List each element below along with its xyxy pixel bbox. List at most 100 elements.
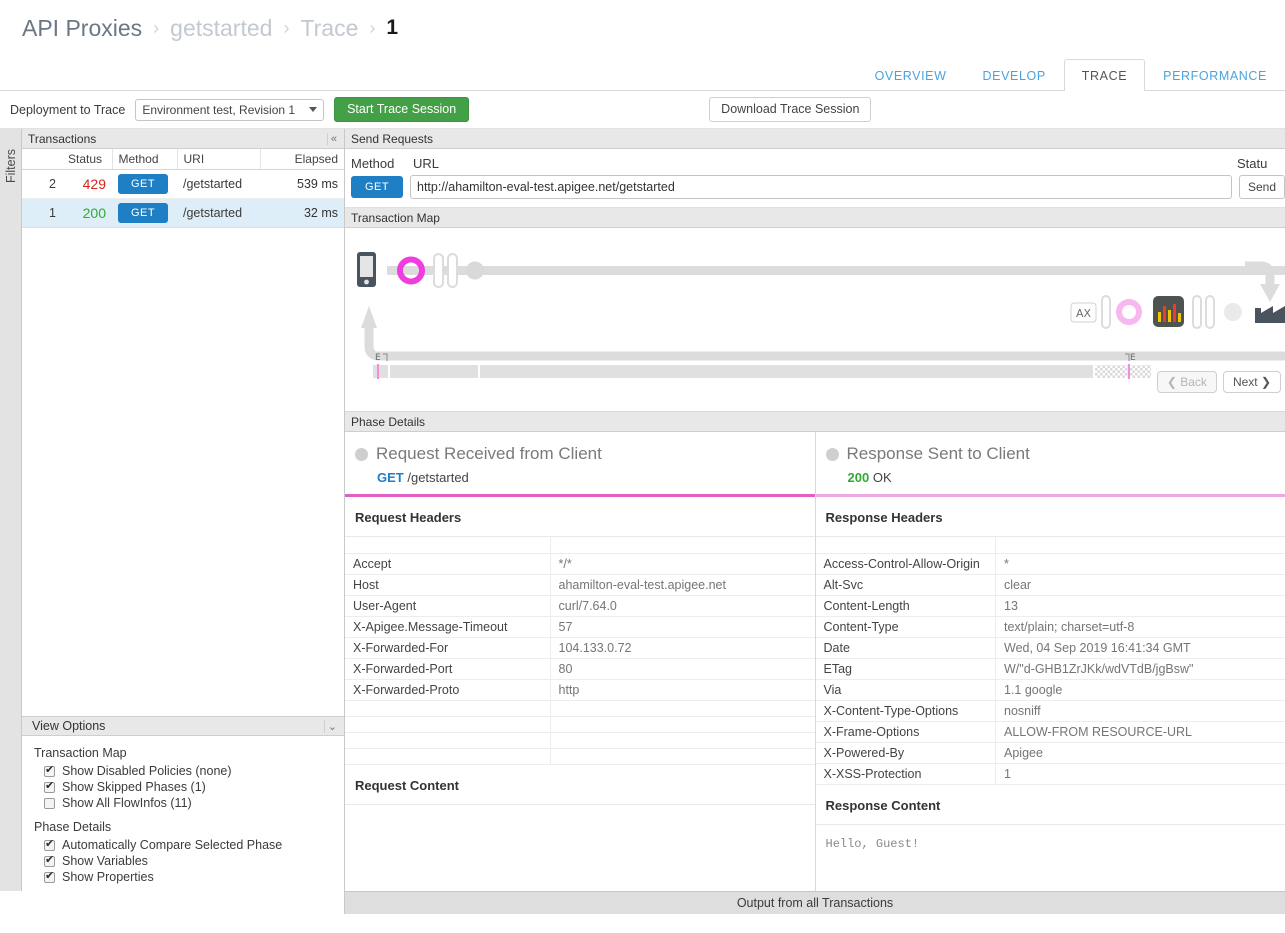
header-value: * — [995, 553, 1285, 575]
deployment-select[interactable]: Environment test, Revision 1 — [135, 98, 325, 121]
output-from-all-transactions-bar[interactable]: Output from all Transactions — [345, 891, 1285, 914]
checkbox-label: Show All FlowInfos (11) — [62, 796, 192, 810]
footer-label: Output from all Transactions — [736, 896, 894, 910]
header-key: X-Frame-Options — [815, 721, 996, 743]
header-key: X-Forwarded-Proto — [345, 679, 551, 701]
header-value: Apigee — [995, 742, 1285, 764]
header-value: 80 — [550, 658, 815, 680]
tab-overview[interactable]: OVERVIEW — [874, 69, 947, 83]
collapse-panel-icon[interactable]: « — [326, 132, 340, 145]
table-row[interactable]: 2 429 GET /getstarted 539 ms — [22, 169, 344, 199]
column-header-index[interactable] — [22, 149, 62, 170]
table-row: X-Forwarded-Proto http — [345, 679, 815, 701]
transaction-map-graphic: AX — [357, 252, 1285, 379]
table-row: X-XSS-Protection 1 — [815, 763, 1285, 785]
checkbox-label: Automatically Compare Selected Phase — [62, 838, 283, 852]
header-value: curl/7.64.0 — [550, 595, 815, 617]
row-elapsed: 32 ms — [260, 198, 344, 228]
table-row: Date Wed, 04 Sep 2019 16:41:34 GMT — [815, 637, 1285, 659]
send-button[interactable]: Send — [1238, 175, 1285, 199]
phase-request-rule — [345, 494, 815, 497]
phase-request-method: GET — [377, 470, 404, 485]
tab-performance[interactable]: PERFORMANCE — [1163, 69, 1267, 83]
column-header-method[interactable]: Method — [112, 149, 178, 170]
checkbox-show-all-flowinfos[interactable]: Show All FlowInfos (11) — [34, 795, 344, 811]
header-key: Date — [815, 637, 996, 659]
start-trace-session-button[interactable]: Start Trace Session — [334, 97, 470, 122]
table-row: Accept */* — [345, 553, 815, 575]
table-row: X-Content-Type-Options nosniff — [815, 700, 1285, 722]
send-requests-title: Send Requests — [351, 131, 434, 146]
chevron-down-icon[interactable]: ⌄ — [323, 719, 340, 733]
back-button[interactable]: ❮ Back — [1156, 371, 1217, 393]
tab-develop[interactable]: DEVELOP — [982, 69, 1046, 83]
checkbox-icon[interactable] — [44, 797, 55, 809]
phase-status-dot-icon — [355, 447, 368, 461]
send-requests-panel: Method URL Statu GET Send — [345, 149, 1285, 208]
breadcrumb-item-trace[interactable]: Trace — [300, 14, 359, 41]
row-index: 2 — [22, 169, 62, 199]
header-value: clear — [995, 574, 1285, 596]
status-bar-left-spacer — [0, 891, 345, 914]
column-header-uri[interactable]: URI — [177, 149, 261, 170]
phase-status-dot-icon — [825, 447, 839, 461]
phase-request-path: /getstarted — [407, 470, 469, 485]
header-value: 1.1 google — [995, 679, 1285, 701]
svg-text:E: E — [1130, 353, 1136, 363]
table-row — [815, 537, 1285, 554]
column-header-elapsed[interactable]: Elapsed — [260, 149, 344, 170]
transactions-header: Transactions « — [22, 129, 344, 149]
status-badge: 429 — [82, 176, 106, 192]
svg-text:E: E — [375, 353, 381, 363]
transactions-header-row: Status Method URI Elapsed — [22, 149, 344, 170]
breadcrumb-item-current: 1 — [386, 16, 399, 39]
table-row: Access-Control-Allow-Origin * — [815, 553, 1285, 575]
breadcrumb-item-api-proxies[interactable]: API Proxies — [22, 14, 143, 41]
checkbox-icon[interactable] — [44, 837, 55, 851]
filters-rail-label: Filters — [3, 149, 18, 184]
checkbox-icon[interactable] — [44, 853, 55, 867]
table-row: Content-Length 13 — [815, 595, 1285, 617]
table-row: Alt-Svc clear — [815, 574, 1285, 596]
view-options-header[interactable]: View Options ⌄ — [22, 716, 344, 736]
method-badge: GET — [118, 203, 168, 223]
header-key: X-Forwarded-Port — [345, 658, 551, 680]
transaction-map[interactable]: AX — [345, 228, 1285, 412]
transaction-map-header: Transaction Map — [345, 208, 1285, 228]
phase-request-head: Request Received from Client GET /getsta… — [345, 432, 815, 485]
table-row: X-Forwarded-Port 80 — [345, 658, 815, 680]
breadcrumb-separator-icon: › — [283, 17, 290, 38]
table-row[interactable]: 1 200 GET /getstarted 32 ms — [22, 198, 344, 228]
request-url-input[interactable] — [410, 175, 1232, 199]
filters-rail[interactable]: Filters — [0, 129, 22, 891]
checkbox-icon[interactable] — [44, 763, 55, 777]
checkbox-show-variables[interactable]: Show Variables — [34, 853, 344, 869]
right-column: Send Requests Method URL Statu GET Send … — [345, 129, 1285, 891]
header-key: X-XSS-Protection — [815, 763, 996, 785]
header-key: User-Agent — [345, 595, 551, 617]
map-navigation: ❮ Back Next ❯ — [1156, 371, 1281, 393]
response-content-body: Hello, Guest! — [825, 836, 920, 851]
breadcrumb-item-getstarted[interactable]: getstarted — [170, 14, 273, 41]
header-value: W/"d-GHB1ZrJKk/wdVTdB/jgBsw" — [995, 658, 1285, 680]
response-content-title: Response Content — [815, 785, 1285, 825]
checkbox-show-skipped-phases[interactable]: Show Skipped Phases (1) — [34, 779, 344, 795]
checkbox-show-properties[interactable]: Show Properties — [34, 869, 344, 885]
download-trace-session-button[interactable]: Download Trace Session — [709, 97, 872, 122]
chevron-down-icon — [309, 107, 318, 112]
next-button[interactable]: Next ❯ — [1222, 371, 1281, 393]
checkbox-icon[interactable] — [44, 869, 55, 883]
phase-response-column: Response Sent to Client 200 OK Response … — [815, 432, 1285, 891]
tab-trace[interactable]: TRACE — [1063, 59, 1146, 91]
checkbox-show-disabled-policies[interactable]: Show Disabled Policies (none) — [34, 763, 344, 779]
checkbox-label: Show Skipped Phases (1) — [62, 780, 206, 794]
transaction-map-title: Transaction Map — [351, 210, 440, 225]
status-bar: Output from all Transactions — [0, 891, 1285, 914]
tab-bar: OVERVIEW DEVELOP TRACE PERFORMANCE — [0, 56, 1285, 91]
checkbox-auto-compare-phase[interactable]: Automatically Compare Selected Phase — [34, 837, 344, 853]
column-header-status[interactable]: Status — [62, 149, 113, 170]
checkbox-icon[interactable] — [44, 779, 55, 793]
svg-text:AX: AX — [1076, 307, 1092, 320]
breadcrumb-separator-icon: › — [369, 17, 376, 38]
request-method-badge[interactable]: GET — [351, 176, 403, 198]
